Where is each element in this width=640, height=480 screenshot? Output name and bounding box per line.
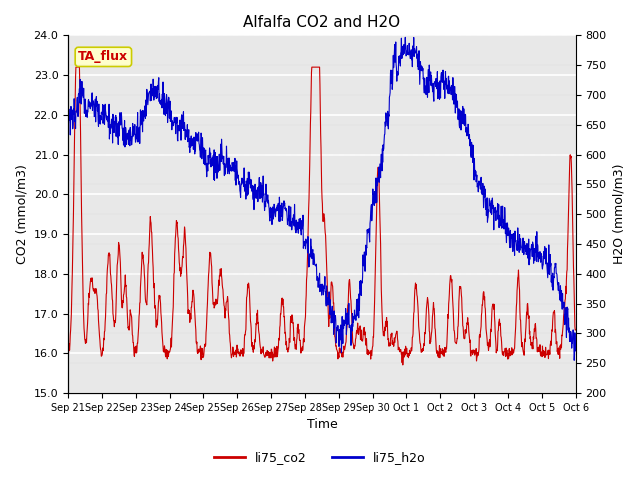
Legend: li75_co2, li75_h2o: li75_co2, li75_h2o xyxy=(209,446,431,469)
Y-axis label: H2O (mmol/m3): H2O (mmol/m3) xyxy=(612,164,625,264)
Text: TA_flux: TA_flux xyxy=(78,50,129,63)
Title: Alfalfa CO2 and H2O: Alfalfa CO2 and H2O xyxy=(243,15,401,30)
Y-axis label: CO2 (mmol/m3): CO2 (mmol/m3) xyxy=(15,164,28,264)
X-axis label: Time: Time xyxy=(307,419,337,432)
